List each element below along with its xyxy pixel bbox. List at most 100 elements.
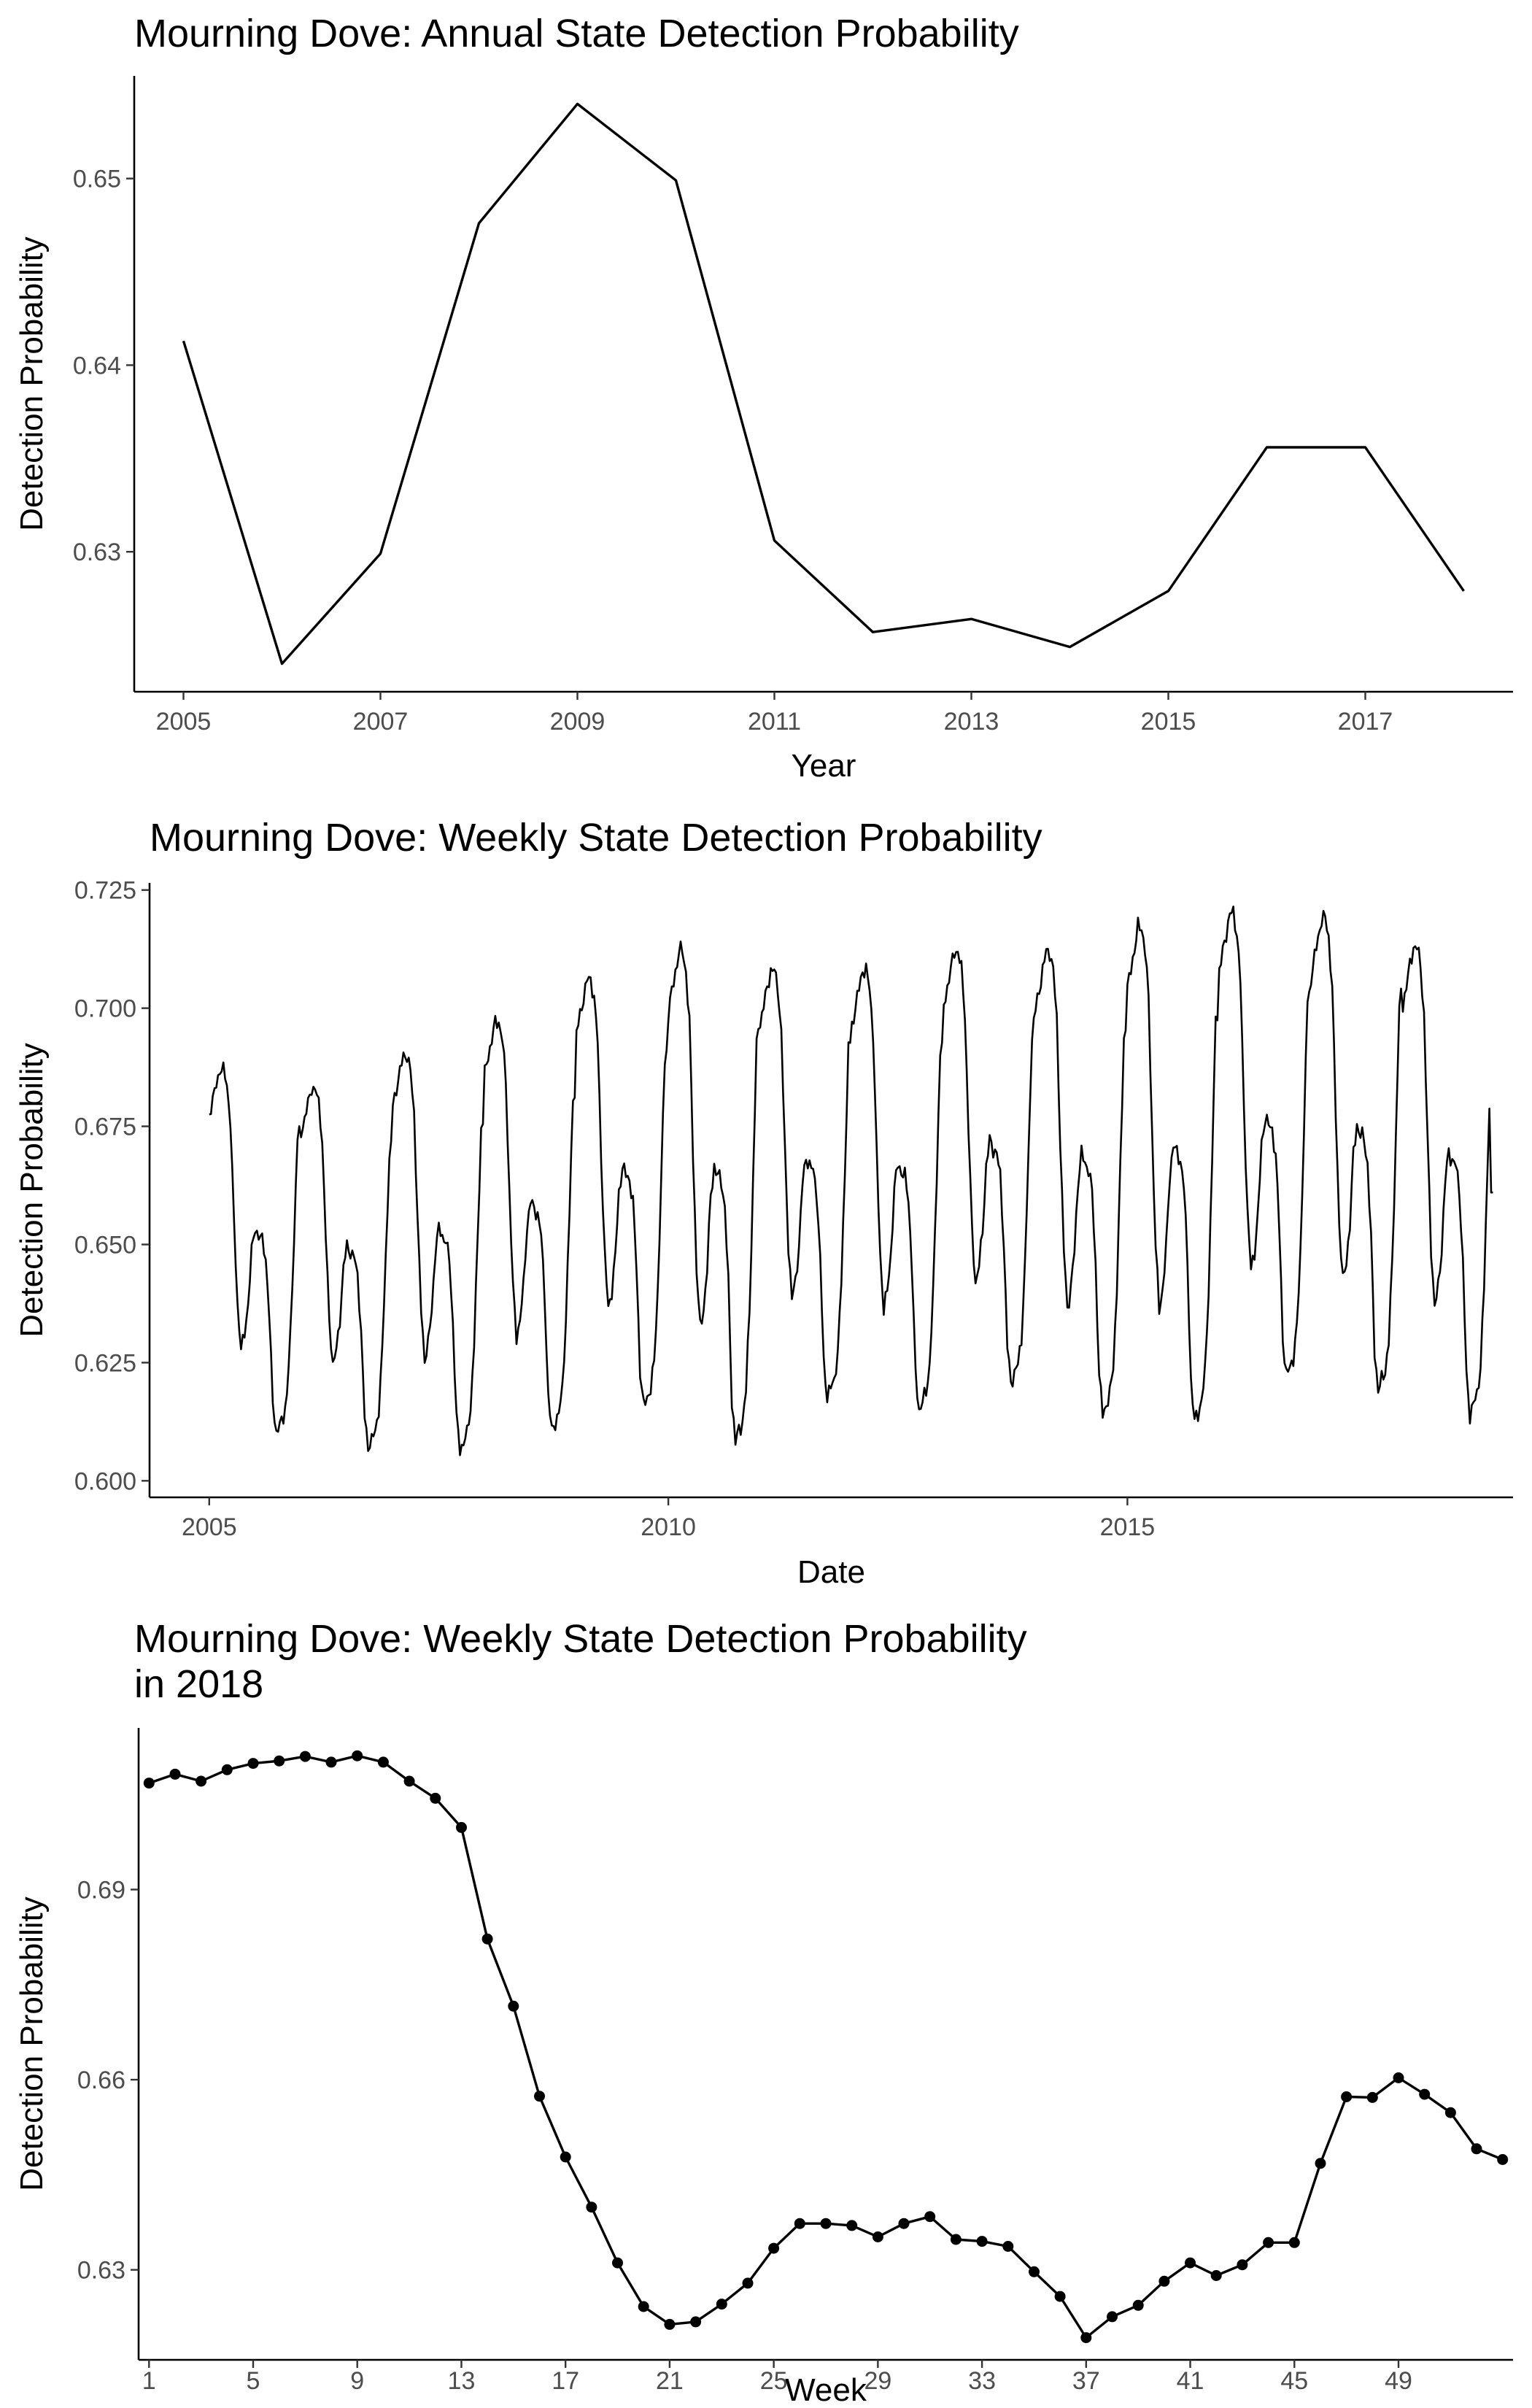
- data-point: [1107, 2311, 1118, 2323]
- x-tick-label: 2017: [1338, 708, 1393, 736]
- data-point: [664, 2318, 676, 2330]
- y-axis-title: Detection Probability: [14, 1896, 50, 2191]
- data-point: [586, 2201, 597, 2213]
- data-point: [221, 1764, 233, 1775]
- weekly-series-line: [209, 906, 1493, 1456]
- data-point: [325, 1756, 337, 1768]
- data-point: [690, 2316, 702, 2328]
- data-point: [1497, 2154, 1509, 2165]
- data-point: [1158, 2275, 1170, 2287]
- x-tick-label: 2005: [182, 1513, 237, 1541]
- data-point: [820, 2218, 832, 2229]
- x-tick-label: 2009: [550, 708, 606, 736]
- data-point: [377, 1756, 389, 1768]
- y-tick-label: 0.63: [77, 2257, 125, 2285]
- chart-title: in 2018: [134, 1662, 263, 1706]
- data-point: [1366, 2091, 1378, 2103]
- x-tick-label: 2015: [1100, 1513, 1156, 1541]
- x-tick-label: 2011: [748, 708, 801, 736]
- x-axis-title: Year: [792, 748, 856, 784]
- y-tick-label: 0.650: [74, 1231, 136, 1259]
- chart-title: Mourning Dove: Annual State Detection Pr…: [134, 12, 1019, 55]
- data-point: [742, 2277, 754, 2289]
- x-tick-label: 5: [247, 2367, 260, 2395]
- data-point: [638, 2301, 649, 2312]
- x-tick-label: 9: [350, 2367, 364, 2395]
- data-point: [1054, 2291, 1066, 2302]
- data-point: [560, 2151, 571, 2163]
- x-tick-label: 41: [1177, 2367, 1204, 2395]
- data-point: [846, 2220, 858, 2231]
- data-point: [1029, 2266, 1040, 2277]
- data-point: [1263, 2237, 1274, 2248]
- y-tick-label: 0.625: [74, 1349, 136, 1377]
- data-point: [924, 2211, 936, 2223]
- data-point: [247, 1758, 259, 1770]
- data-point: [1393, 2072, 1404, 2083]
- data-point: [768, 2242, 780, 2254]
- data-point: [456, 1821, 467, 1833]
- x-tick-label: 2015: [1141, 708, 1196, 736]
- x-tick-label: 25: [760, 2367, 788, 2395]
- weekly-chart-panel: Mourning Dove: Weekly State Detection Pr…: [0, 803, 1532, 1605]
- data-point: [169, 1768, 181, 1780]
- y-tick-label: 0.64: [73, 352, 121, 379]
- annual-chart-panel: Mourning Dove: Annual State Detection Pr…: [0, 0, 1532, 803]
- x-tick-label: 21: [656, 2367, 684, 2395]
- data-point: [352, 1750, 363, 1761]
- data-point: [196, 1775, 207, 1787]
- y-axis-title: Detection Probability: [14, 236, 50, 531]
- annual-chart: Mourning Dove: Annual State Detection Pr…: [14, 12, 1513, 784]
- data-point: [274, 1755, 285, 1767]
- y-tick-label: 0.69: [77, 1876, 125, 1904]
- data-point: [1288, 2237, 1300, 2248]
- x-tick-label: 13: [448, 2367, 476, 2395]
- data-point: [1471, 2143, 1482, 2155]
- data-point: [1315, 2158, 1326, 2169]
- chart-title: Mourning Dove: Weekly State Detection Pr…: [150, 816, 1042, 860]
- data-point: [1185, 2257, 1196, 2269]
- x-tick-label: 33: [968, 2367, 996, 2395]
- data-point: [1419, 2088, 1431, 2100]
- x-tick-label: 2005: [156, 708, 212, 736]
- data-point: [430, 1792, 441, 1804]
- chart-title: Mourning Dove: Weekly State Detection Pr…: [134, 1617, 1027, 1661]
- y-axis-title: Detection Probability: [14, 1043, 50, 1338]
- data-point: [716, 2299, 727, 2310]
- data-point: [898, 2218, 910, 2229]
- x-axis-title: Date: [797, 1554, 865, 1590]
- x-tick-label: 2007: [353, 708, 409, 736]
- data-point: [143, 1778, 155, 1789]
- weekly-chart: Mourning Dove: Weekly State Detection Pr…: [14, 816, 1513, 1590]
- y-tick-label: 0.725: [74, 877, 136, 905]
- weekly-2018-series-line: [148, 1754, 1504, 2339]
- data-point: [403, 1775, 415, 1787]
- x-tick-label: 2010: [641, 1513, 696, 1541]
- data-point: [481, 1933, 493, 1945]
- data-point: [872, 2231, 883, 2242]
- y-tick-label: 0.675: [74, 1114, 136, 1141]
- data-point: [1237, 2259, 1248, 2271]
- x-tick-label: 29: [864, 2367, 891, 2395]
- weekly-2018-chart: Mourning Dove: Weekly State Detection Pr…: [14, 1617, 1513, 2408]
- y-tick-label: 0.63: [73, 539, 121, 566]
- data-point: [1132, 2299, 1144, 2311]
- y-tick-label: 0.65: [73, 166, 121, 193]
- y-tick-label: 0.66: [77, 2067, 125, 2094]
- y-tick-label: 0.700: [74, 995, 136, 1023]
- data-point: [1210, 2270, 1222, 2281]
- x-tick-label: 49: [1385, 2367, 1412, 2395]
- data-point: [299, 1751, 311, 1762]
- x-tick-label: 1: [142, 2367, 156, 2395]
- data-point: [534, 2091, 545, 2102]
- data-point: [950, 2234, 962, 2245]
- x-tick-label: 45: [1280, 2367, 1308, 2395]
- y-tick-label: 0.600: [74, 1467, 136, 1495]
- annual-series-line: [182, 102, 1465, 665]
- x-tick-label: 37: [1072, 2367, 1100, 2395]
- x-tick-label: 17: [552, 2367, 579, 2395]
- data-point: [976, 2236, 988, 2247]
- data-point: [794, 2218, 805, 2229]
- x-tick-label: 2013: [944, 708, 999, 736]
- data-point: [1080, 2332, 1092, 2344]
